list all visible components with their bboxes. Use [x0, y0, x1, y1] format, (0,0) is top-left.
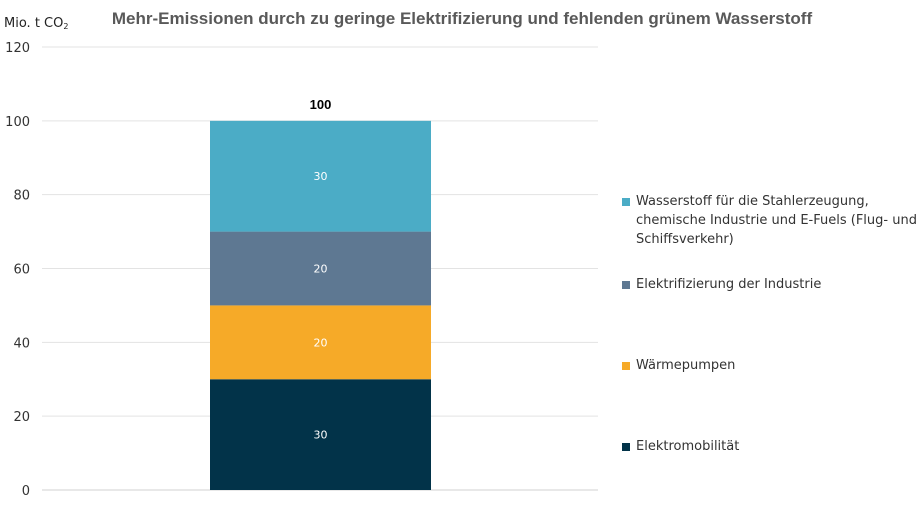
bar-segment-label-4: 30 [314, 170, 328, 183]
bar-segment-2 [210, 305, 431, 380]
bar-segment-label-2: 20 [314, 336, 328, 349]
legend-swatch [622, 198, 630, 206]
legend-swatch [622, 281, 630, 289]
y-tick-label-40: 40 [13, 336, 30, 351]
bar-segment-label-1: 30 [314, 429, 328, 442]
legend-item: Wärmepumpen [622, 356, 922, 375]
y-tick-label-60: 60 [13, 263, 30, 278]
legend-item: Wasserstoff für die Stahlerzeugung, chem… [622, 192, 922, 249]
bar-segment-1 [210, 379, 431, 490]
legend-swatch [622, 443, 630, 451]
y-tick-label-80: 80 [13, 189, 30, 204]
y-tick-label-120: 120 [5, 41, 30, 56]
legend-item: Elektrifizierung der Industrie [622, 275, 922, 294]
chart-title: Mehr-Emissionen durch zu geringe Elektri… [111, 9, 813, 28]
y-axis-unit-label: Mio. t CO2 [4, 16, 69, 31]
legend-label: Elektromobilität [636, 439, 740, 454]
legend-label: Wärmepumpen [636, 358, 736, 373]
bar-segment-label-3: 20 [314, 263, 328, 276]
legend-label: Wasserstoff für die Stahlerzeugung, chem… [636, 194, 917, 247]
bar-segment-3 [210, 231, 431, 306]
y-tick-label-20: 20 [13, 410, 30, 425]
bar-total-label: 100 [310, 97, 332, 112]
bar-segment-4 [210, 120, 431, 232]
y-tick-label-0: 0 [22, 484, 30, 499]
y-tick-label-100: 100 [5, 115, 30, 130]
legend-item: Elektromobilität [622, 437, 922, 456]
legend-label: Elektrifizierung der Industrie [636, 277, 822, 292]
legend-swatch [622, 362, 630, 370]
